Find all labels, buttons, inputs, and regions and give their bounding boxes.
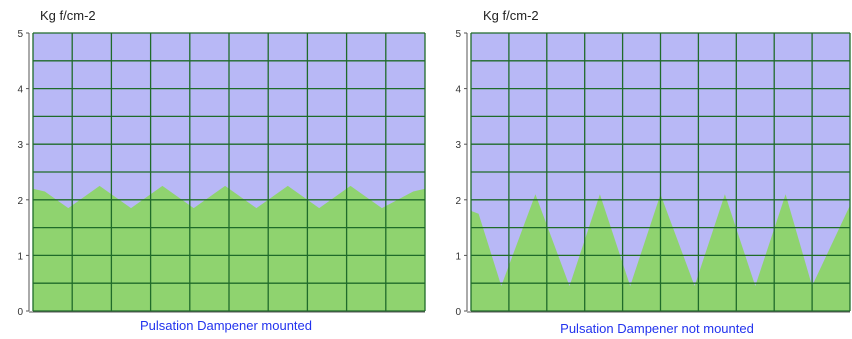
y-tick-label: 2 [17,196,23,207]
y-tick-label: 2 [455,196,461,207]
chart-caption: Pulsation Dampener not mounted [560,321,754,336]
y-tick-label: 3 [455,140,461,151]
y-tick-label: 0 [455,307,461,318]
chart-pulsation-dampener-not-mounted: 0 1 2 3 4 5 Kg f/cm-2 Pulsation Dampener not mo… [455,8,851,336]
chart-pulsation-dampener-mounted: 0 1 2 3 4 5 Kg f/cm-2 Pulsation Dampener mounte… [17,8,426,333]
y-tick-label: 1 [455,251,461,262]
y-tick-label: 1 [17,251,23,262]
y-tick-label: 4 [17,85,23,96]
y-axis-unit-label: Kg f/cm-2 [40,8,96,23]
y-tick-label: 5 [455,29,461,40]
y-axis-unit-label: Kg f/cm-2 [483,8,539,23]
y-tick-label: 5 [17,29,23,40]
y-tick-label: 0 [17,307,23,318]
y-tick-label: 4 [455,85,461,96]
chart-caption: Pulsation Dampener mounted [140,318,312,333]
y-tick-label: 3 [17,140,23,151]
